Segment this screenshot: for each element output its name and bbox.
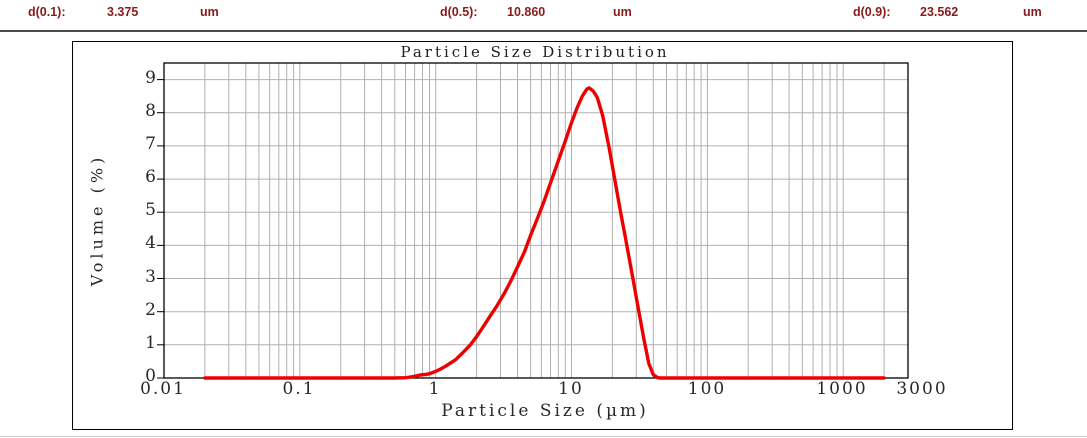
y-tick-label: 7 (145, 133, 156, 154)
d50-value: 10.860 (507, 5, 546, 19)
d90-value: 23.562 (920, 5, 959, 19)
distribution-curve (203, 86, 886, 380)
plot-svg (157, 62, 909, 380)
y-tick-label: 8 (145, 100, 156, 121)
x-tick-label: 100 (687, 379, 727, 399)
chart-title: Particle Size Distribution (400, 43, 670, 61)
x-tick-label: 0.01 (140, 379, 186, 399)
x-tick-label: 0.1 (282, 379, 316, 399)
d50-label: d(0.5): (440, 5, 478, 19)
y-axis-label: Volume (%) (87, 153, 107, 287)
y-tick-label: 4 (145, 233, 156, 254)
x-tick-label: 1000 (816, 379, 868, 399)
page-bottom-hairline (0, 436, 1087, 437)
d50-unit: um (613, 5, 632, 19)
y-tick-label: 5 (145, 200, 156, 221)
x-axis-label: Particle Size (µm) (441, 401, 649, 421)
d90-label: d(0.9): (853, 5, 891, 19)
x-tick-label: 3000 (896, 379, 948, 399)
y-tick-label: 6 (145, 167, 156, 187)
y-tick-label: 3 (145, 266, 156, 287)
d10-value: 3.375 (107, 5, 139, 19)
chart-frame (72, 41, 1013, 430)
y-tick-label: 0 (145, 365, 156, 386)
d90-unit: um (1023, 5, 1042, 19)
x-tick-label: 1 (428, 379, 442, 399)
x-tick-label: 10 (558, 379, 584, 399)
y-tick-label: 1 (145, 332, 156, 353)
d10-label: d(0.1): (28, 5, 66, 19)
d10-unit: um (200, 5, 219, 19)
y-tick-label: 2 (145, 299, 156, 320)
header-separator-line (0, 30, 1087, 32)
y-tick-label: 9 (145, 67, 156, 88)
